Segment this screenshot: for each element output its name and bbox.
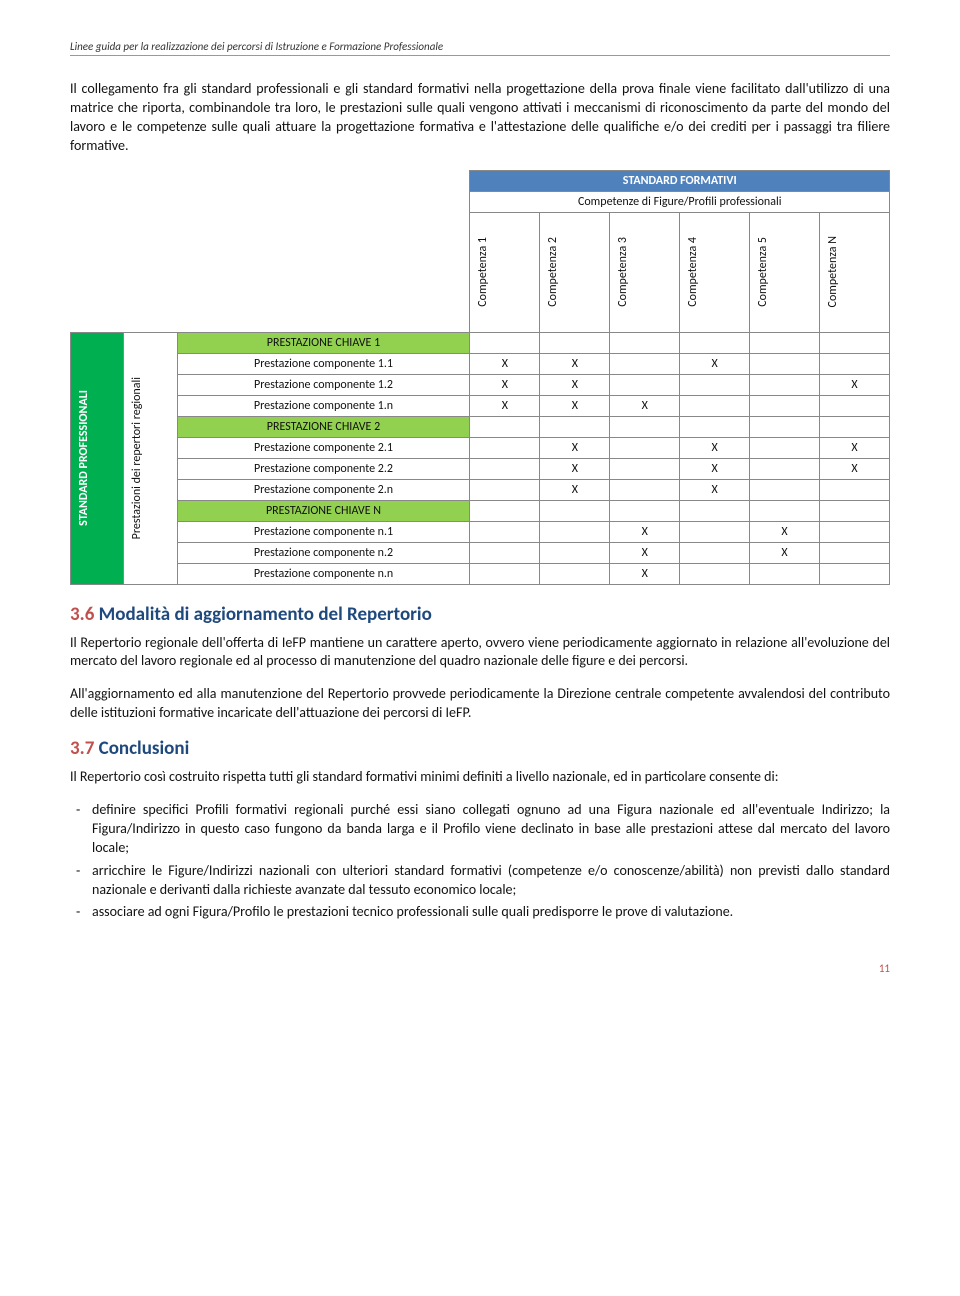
section-title: Modalità di aggiornamento del Repertorio [99,603,432,626]
competenza-col-header: Competenza 1 [470,212,540,332]
matrix-cell: X [540,458,610,479]
matrix-cell: X [540,395,610,416]
matrix-cell [610,437,680,458]
matrix-cell [470,437,540,458]
matrix-cell [540,521,610,542]
matrix-cell [540,563,610,584]
matrix-cell: X [819,374,889,395]
matrix-cell: X [750,542,820,563]
prestazioni-regionali-side: Prestazioni dei repertori regionali [124,332,177,584]
matrix-cell [540,542,610,563]
section-3-7-p1: Il Repertorio così costruito rispetta tu… [70,768,890,787]
standard-formativi-header: STANDARD FORMATIVI [470,170,890,191]
matrix-cell: X [540,479,610,500]
section-number: 3.6 [70,603,94,626]
matrix-cell [750,437,820,458]
matrix-cell: X [540,353,610,374]
matrix-cell [819,542,889,563]
prestazione-componente-label: Prestazione componente 2.n [177,479,470,500]
matrix-cell [819,395,889,416]
competenza-col-header: Competenza 5 [750,212,820,332]
matrix-cell [819,521,889,542]
matrix-cell: X [610,563,680,584]
matrix-cell: X [610,542,680,563]
matrix-cell [470,458,540,479]
prestazione-chiave-row: PRESTAZIONE CHIAVE N [177,500,470,521]
matrix-cell: X [819,437,889,458]
matrix-cell: X [540,437,610,458]
matrix-cell [610,479,680,500]
matrix-table: STANDARD FORMATIVICompetenze di Figure/P… [70,170,890,585]
matrix-cell: X [470,395,540,416]
prestazione-componente-label: Prestazione componente 1.1 [177,353,470,374]
page-number: 11 [70,962,890,975]
section-number: 3.7 [70,737,94,760]
matrix-cell [750,458,820,479]
matrix-cell [750,479,820,500]
matrix-cell: X [680,437,750,458]
competenze-subheader: Competenze di Figure/Profili professiona… [470,191,890,212]
list-item: associare ad ogni Figura/Profilo le pres… [70,903,890,922]
prestazione-componente-label: Prestazione componente 1.2 [177,374,470,395]
matrix-cell [680,395,750,416]
standard-professionali-side: STANDARD PROFESSIONALI [71,332,124,584]
matrix-cell: X [540,374,610,395]
prestazione-componente-label: Prestazione componente n.n [177,563,470,584]
matrix-cell [470,542,540,563]
prestazione-componente-label: Prestazione componente 2.2 [177,458,470,479]
matrix-cell [470,479,540,500]
matrix-cell [470,521,540,542]
prestazione-componente-label: Prestazione componente 1.n [177,395,470,416]
matrix-cell [680,563,750,584]
matrix-cell [750,395,820,416]
matrix-cell [750,353,820,374]
matrix-cell [680,521,750,542]
intro-paragraph: Il collegamento fra gli standard profess… [70,80,890,156]
prestazione-chiave-row: PRESTAZIONE CHIAVE 2 [177,416,470,437]
section-title: Conclusioni [99,737,190,760]
competenza-col-header: Competenza 4 [680,212,750,332]
section-3-6-heading: 3.6 Modalità di aggiornamento del Repert… [70,603,890,626]
matrix-cell [470,563,540,584]
matrix-cell [750,563,820,584]
matrix-cell [610,458,680,479]
page-header: Linee guida per la realizzazione dei per… [70,40,890,56]
list-item: arricchire le Figure/Indirizzi nazionali… [70,862,890,900]
matrix-cell [819,563,889,584]
matrix-cell: X [819,458,889,479]
section-3-6-p1: Il Repertorio regionale dell'offerta di … [70,634,890,672]
matrix-cell: X [680,479,750,500]
matrix-cell [610,353,680,374]
prestazione-componente-label: Prestazione componente n.1 [177,521,470,542]
matrix-cell [750,374,820,395]
list-item: definire specifici Profili formativi reg… [70,801,890,858]
matrix-cell [680,542,750,563]
prestazione-chiave-row: PRESTAZIONE CHIAVE 1 [177,332,470,353]
matrix-cell: X [610,521,680,542]
prestazione-componente-label: Prestazione componente n.2 [177,542,470,563]
conclusion-list: definire specifici Profili formativi reg… [70,801,890,922]
matrix-cell: X [680,458,750,479]
competenza-col-header: Competenza 2 [540,212,610,332]
competenza-col-header: Competenza 3 [610,212,680,332]
matrix-cell: X [610,395,680,416]
matrix-cell: X [680,353,750,374]
section-3-6-p2: All'aggiornamento ed alla manutenzione d… [70,685,890,723]
section-3-7-heading: 3.7 Conclusioni [70,737,890,760]
competenza-col-header: Competenza N [819,212,889,332]
prestazione-componente-label: Prestazione componente 2.1 [177,437,470,458]
matrix-cell [610,374,680,395]
matrix-cell: X [470,353,540,374]
matrix-cell [819,353,889,374]
matrix-cell [819,479,889,500]
matrix-cell [680,374,750,395]
matrix-cell: X [750,521,820,542]
matrix-cell: X [470,374,540,395]
